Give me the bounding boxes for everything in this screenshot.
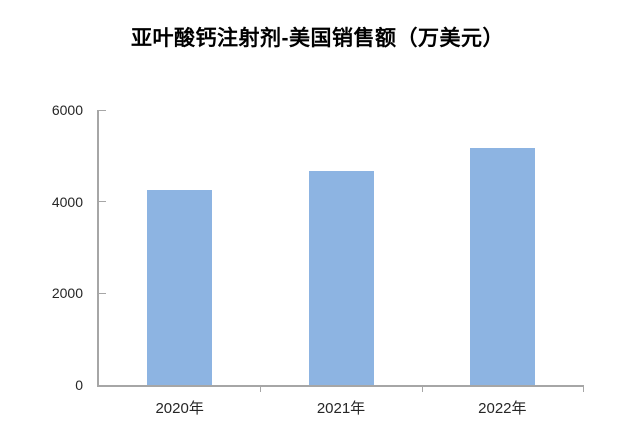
y-axis-line — [97, 110, 99, 387]
x-axis-tick — [583, 387, 584, 392]
x-axis-line — [97, 385, 584, 387]
x-axis-tick — [260, 387, 262, 392]
x-axis-tick-label: 2020年 — [155, 400, 204, 417]
y-axis-tick-label: 4000 — [51, 193, 83, 210]
bar — [469, 148, 535, 385]
y-axis-tick-label: 6000 — [51, 102, 83, 118]
x-axis-tick-label: 2021年 — [316, 400, 366, 417]
bar — [147, 189, 213, 385]
y-axis-tick — [99, 292, 106, 294]
x-axis-tick-label: 2022年 — [478, 400, 527, 417]
y-axis-tick — [99, 109, 106, 111]
bar — [308, 171, 374, 385]
y-axis-tick-label: 2000 — [51, 285, 83, 302]
chart-title: 亚叶酸钙注射剂-美国销售额（万美元） — [131, 27, 504, 50]
y-axis-tick-label: 0 — [75, 377, 83, 393]
x-axis-tick — [421, 387, 423, 392]
y-axis-tick — [99, 201, 106, 203]
